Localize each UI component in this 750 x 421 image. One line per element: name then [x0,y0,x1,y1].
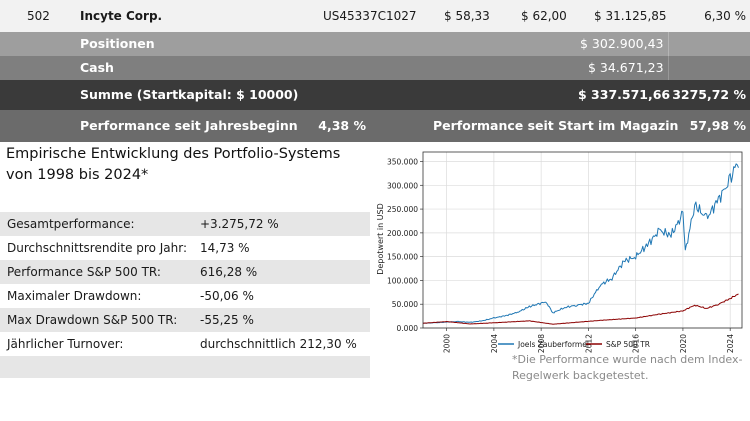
history-panel-footer [0,356,370,378]
stat-label: Maximaler Drawdown: [7,289,142,303]
cash-row: Cash $ 34.671,23 [0,56,750,80]
chart-series [422,163,739,325]
stat-row-max-drawdown: Maximaler Drawdown: -50,06 % [0,284,370,308]
chart-background [370,142,750,356]
stat-label: Jährlicher Turnover: [7,337,124,351]
series-line-sp500-tr [422,293,739,325]
sum-value: $ 337.571,66 [578,87,671,102]
legend-label: S&P 500 TR [606,340,650,349]
performance-row: Performance seit Jahresbeginn 4,38 % Per… [0,110,750,142]
x-tick-label: 2008 [537,334,546,353]
y-tick-label: 250.000 [387,205,418,214]
stat-value: -55,25 % [200,313,254,327]
chart-axes: 0.000 50.000 100.000 150.000 200.000 250.000 3… [387,151,743,353]
stat-value: -50,06 % [200,289,254,303]
history-stats-table: Gesamtperformance: +3.275,72 % Durchschn… [0,212,370,356]
y-tick-label: 300.000 [387,181,418,190]
column-divider [668,56,669,80]
x-tick-label: 2016 [632,334,641,353]
y-tick-label: 350.000 [387,158,418,167]
stat-row-total-performance: Gesamtperformance: +3.275,72 % [0,212,370,236]
sum-percent: 3275,72 % [672,87,746,102]
y-tick-label: 50.000 [392,300,418,309]
stat-row-avg-return: Durchschnittsrendite pro Jahr: 14,73 % [0,236,370,260]
cash-label: Cash [80,60,114,75]
holding-row-incyte: 502 Incyte Corp. US45337C1027 $ 58,33 $ … [0,0,750,32]
y-tick-label: 0.000 [397,324,419,333]
y-tick-label: 100.000 [387,276,418,285]
y-tick-label: 150.000 [387,253,418,262]
holding-name: Incyte Corp. [80,9,163,23]
legend-label: Joels Zauberformel [517,340,589,349]
column-divider [668,32,669,56]
holding-number: 502 [27,9,50,23]
stat-value: 14,73 % [200,241,250,255]
performance-ytd-label: Performance seit Jahresbeginn [80,118,298,133]
chart-plot-frame [422,151,743,329]
holding-value: $ 31.125,85 [594,9,667,23]
y-tick-label: 200.000 [387,229,418,238]
x-tick-label: 2000 [443,334,452,353]
positions-value: $ 302.900,43 [580,36,664,51]
stat-value: 616,28 % [200,265,258,279]
holding-current-price: $ 62,00 [521,9,567,23]
performance-chart-svg: 0.000 50.000 100.000 150.000 200.000 250.000 3… [370,142,750,356]
chart-legend: Joels Zauberformel S&P 500 TR [498,340,650,349]
stat-row-sp500-performance: Performance S&P 500 TR: 616,28 % [0,260,370,284]
stat-value: +3.275,72 % [200,217,279,231]
performance-ytd-value: 4,38 % [318,118,366,133]
chart-y-axis-label: Depotwert in USD [376,203,385,275]
x-tick-label: 2020 [679,334,688,353]
series-line-joels-zauberformel [422,163,739,324]
stat-label: Durchschnittsrendite pro Jahr: [7,241,187,255]
sum-row: Summe (Startkapital: $ 10000) $ 337.571,… [0,80,750,110]
performance-chart: 0.000 50.000 100.000 150.000 200.000 250.000 3… [370,142,750,356]
holding-buy-price: $ 58,33 [444,9,490,23]
stat-row-sp500-drawdown: Max Drawdown S&P 500 TR: -55,25 % [0,308,370,332]
chart-grid [423,152,742,329]
sum-label: Summe (Startkapital: $ 10000) [80,87,299,102]
backtest-footnote: *Die Performance wurde nach dem Index-Re… [512,353,743,382]
positions-label: Positionen [80,36,155,51]
history-title: Empirische Entwicklung des Portfolio-Sys… [6,146,341,183]
cash-value: $ 34.671,23 [588,60,664,75]
performance-start-label: Performance seit Start im Magazin [433,118,679,133]
holding-isin: US45337C1027 [323,9,417,23]
stat-label: Performance S&P 500 TR: [7,265,161,279]
x-tick-label: 2024 [726,334,735,353]
holding-weight: 6,30 % [704,9,746,23]
stat-value: durchschnittlich 212,30 % [200,337,357,351]
performance-start-value: 57,98 % [689,118,746,133]
x-tick-label: 2004 [490,334,499,353]
stat-label: Max Drawdown S&P 500 TR: [7,313,178,327]
stat-label: Gesamtperformance: [7,217,135,231]
stat-row-turnover: Jährlicher Turnover: durchschnittlich 21… [0,332,370,356]
positions-row: Positionen $ 302.900,43 [0,32,750,56]
